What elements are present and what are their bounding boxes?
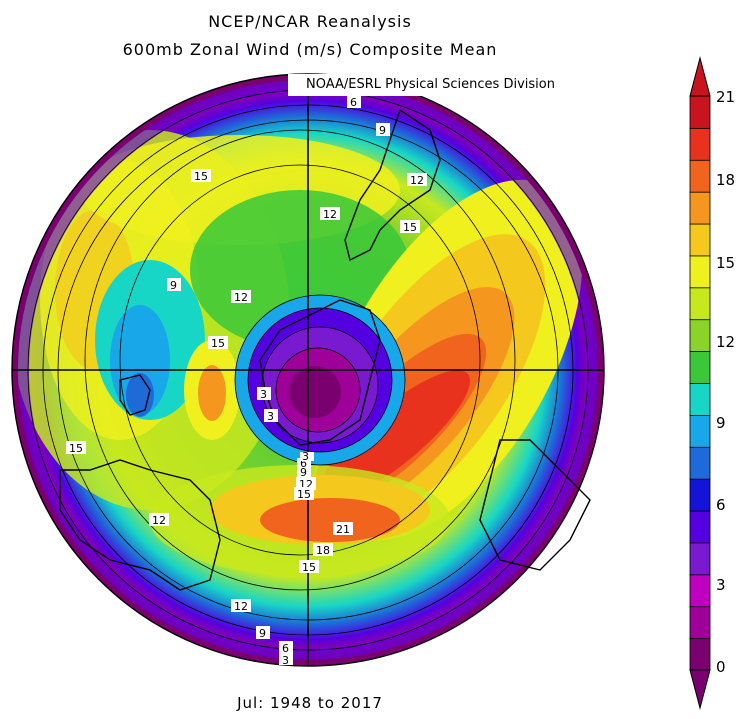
contour-label: 9: [259, 627, 266, 640]
colorbar-min-arrow: [689, 669, 711, 710]
colorbar-swatch: [689, 446, 711, 480]
contour-labels: 6 9 12 15 15 12 9 12 15 3 3 15 12 12 9 6…: [66, 95, 427, 667]
contour-label: 15: [69, 442, 83, 455]
contour-label: 6: [282, 642, 289, 655]
contour-label: 12: [234, 600, 248, 613]
colorbar-swatch: [689, 286, 711, 321]
map-title-line2: 600mb Zonal Wind (m/s) Composite Mean: [122, 40, 498, 59]
contour-label: 15: [211, 337, 225, 350]
colorbar-max-arrow: [689, 56, 711, 97]
colorbar-swatch: [689, 255, 711, 289]
colorbar-swatch: [689, 510, 711, 544]
contour-label: 3: [302, 450, 309, 463]
contour-label: 9: [170, 279, 177, 292]
colorbar-swatch: [689, 414, 711, 448]
contour-label: 18: [316, 544, 330, 557]
colorbar-swatch: [689, 159, 711, 193]
colorbar-swatch: [689, 350, 711, 384]
contour-label: 6: [350, 96, 357, 109]
colorbar-swatch: [689, 95, 711, 129]
colorbar-tick: 3: [716, 576, 726, 594]
contour-label: 15: [302, 561, 316, 574]
colorbar-tick: 12: [716, 333, 736, 351]
contour-label: 12: [410, 174, 424, 187]
colorbar-swatch: [689, 223, 711, 257]
colorbar-swatch: [689, 637, 711, 671]
contour-label: 12: [234, 291, 248, 304]
colorbar-swatch: [689, 318, 711, 353]
contour-label: 3: [260, 388, 267, 401]
contour-label: 3: [282, 654, 289, 667]
contour-label: 15: [194, 170, 208, 183]
contour-label: 6: [300, 457, 307, 470]
colorbar-swatch: [689, 478, 711, 512]
colorbar-tick: 18: [716, 171, 736, 189]
contour-label: 12: [152, 514, 166, 527]
contour-label: 9: [300, 466, 307, 479]
colorbar-tick: 6: [716, 496, 726, 514]
contour-label: 12: [323, 208, 337, 221]
colorbar-tick: 0: [716, 658, 726, 676]
colorbar-swatch: [689, 382, 711, 416]
colorbar-swatch: [689, 542, 711, 576]
contour-label: 3: [267, 410, 274, 423]
contour-label: 15: [403, 221, 417, 234]
colorbar-tick: 9: [716, 414, 726, 432]
colorbar-swatch: [689, 605, 711, 640]
contour-label: 9: [379, 124, 386, 137]
colorbar-tick: 15: [716, 254, 736, 272]
colorbar-swatch: [689, 191, 711, 225]
colorbar-tick: 21: [716, 88, 736, 106]
map-title-line1: NCEP/NCAR Reanalysis: [208, 12, 412, 31]
colorbar-swatch: [689, 127, 711, 161]
date-range-label: Jul: 1948 to 2017: [237, 694, 383, 712]
colorbar: [689, 56, 711, 710]
contour-label: 21: [336, 523, 350, 536]
credit-label: NOAA/ESRL Physical Sciences Division: [288, 74, 606, 96]
contour-label: 15: [297, 488, 311, 501]
colorbar-swatch: [689, 573, 711, 608]
